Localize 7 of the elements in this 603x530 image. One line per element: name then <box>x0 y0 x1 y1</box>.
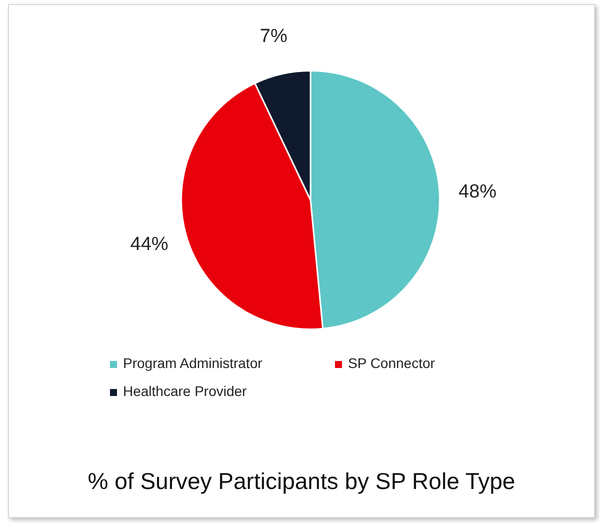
data-label: 7% <box>260 26 288 48</box>
legend-label: Program Administrator <box>122 355 264 371</box>
data-label: 44% <box>130 234 168 255</box>
data-label: 48% <box>458 181 497 202</box>
legend-label: Healthcare Provider <box>122 383 248 399</box>
legend-label: SP Connector <box>347 355 436 371</box>
text: % of Survey Participants by SP Role Type <box>86 468 516 495</box>
